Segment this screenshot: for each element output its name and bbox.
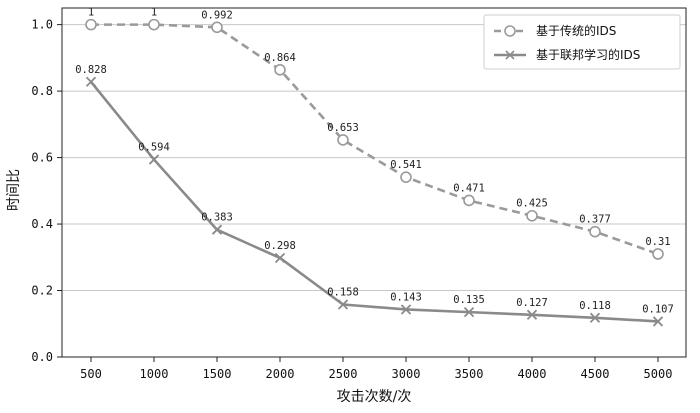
series-layer [85, 18, 664, 327]
data-label: 0.864 [264, 52, 296, 64]
data-label: 0.31 [645, 236, 670, 248]
series-line-federated [89, 80, 659, 323]
x-tick-label: 4500 [581, 367, 610, 381]
legend-box [483, 14, 681, 70]
data-label: 1 [151, 7, 157, 19]
x-marker [148, 154, 160, 165]
x-marker [400, 304, 412, 315]
x-marker [85, 76, 97, 87]
data-label: 0.594 [138, 142, 170, 154]
x-tick-label: 4000 [518, 367, 547, 381]
legend-label-federated: 基于联邦学习的IDS [536, 47, 640, 62]
x-tick-label: 2000 [266, 367, 295, 381]
data-label: 0.107 [642, 303, 674, 315]
data-label: 0.992 [201, 9, 233, 21]
legend-label-traditional: 基于传统的IDS [536, 23, 616, 38]
data-label: 0.653 [327, 122, 359, 134]
y-tick-label: 0.6 [31, 151, 53, 165]
circle-marker [652, 248, 664, 260]
circle-marker [85, 18, 97, 31]
data-label: 0.471 [453, 182, 485, 194]
y-tick-label: 1.0 [31, 18, 53, 32]
x-marker [652, 316, 664, 327]
tick-layer: 0.0 0.2 0.4 0.6 0.8 1.0 500 1000 1500 2000 2500 300… [31, 18, 672, 381]
legend: 基于传统的IDS 基于联邦学习的IDS [483, 14, 681, 70]
circle-marker [274, 64, 286, 76]
x-marker [463, 306, 475, 318]
x-tick-label: 3000 [392, 367, 421, 381]
data-label: 0.425 [516, 198, 548, 210]
data-label: 0.377 [579, 214, 611, 226]
y-tick-label: 0.4 [31, 217, 53, 231]
data-label: 0.541 [390, 159, 422, 171]
y-axis-title: 时间比 [6, 169, 22, 211]
x-tick-label: 1000 [140, 367, 169, 381]
data-label-layer: 1 1 0.992 0.864 0.653 0.541 0.471 0.425 0.377 0.3… [75, 7, 674, 316]
x-marker [274, 252, 286, 264]
legend-x-marker-icon [505, 50, 515, 60]
x-tick-label: 5000 [644, 367, 673, 381]
series-line-traditional [91, 23, 659, 256]
x-axis-title: 攻击次数/次 [337, 389, 412, 405]
y-tick-label: 0.8 [31, 84, 53, 98]
x-tick-label: 2500 [329, 367, 358, 381]
circle-marker [337, 134, 349, 146]
data-label: 1 [88, 7, 94, 19]
data-label: 0.135 [453, 294, 485, 306]
data-label: 0.143 [390, 291, 422, 303]
data-label: 0.828 [75, 64, 107, 76]
circle-marker [400, 171, 412, 183]
data-label: 0.298 [264, 240, 296, 252]
data-label: 0.158 [327, 286, 359, 298]
x-marker [211, 224, 223, 235]
x-marker [526, 309, 538, 320]
data-label: 0.127 [516, 297, 548, 309]
legend-circle-marker-icon [504, 25, 516, 37]
circle-marker [148, 18, 160, 31]
plot-frame [61, 7, 687, 358]
circle-marker [589, 225, 601, 238]
x-marker [589, 312, 601, 323]
x-tick-label: 500 [80, 367, 102, 381]
x-marker [337, 299, 349, 310]
x-tick-label: 3500 [455, 367, 484, 381]
circle-marker [463, 194, 475, 207]
data-label: 0.383 [201, 212, 233, 224]
y-tick-label: 0.0 [31, 350, 53, 364]
data-label: 0.118 [579, 300, 611, 312]
circle-marker [211, 21, 223, 34]
circle-marker [526, 209, 538, 222]
x-tick-label: 1500 [203, 367, 232, 381]
y-tick-label: 0.2 [31, 284, 53, 298]
